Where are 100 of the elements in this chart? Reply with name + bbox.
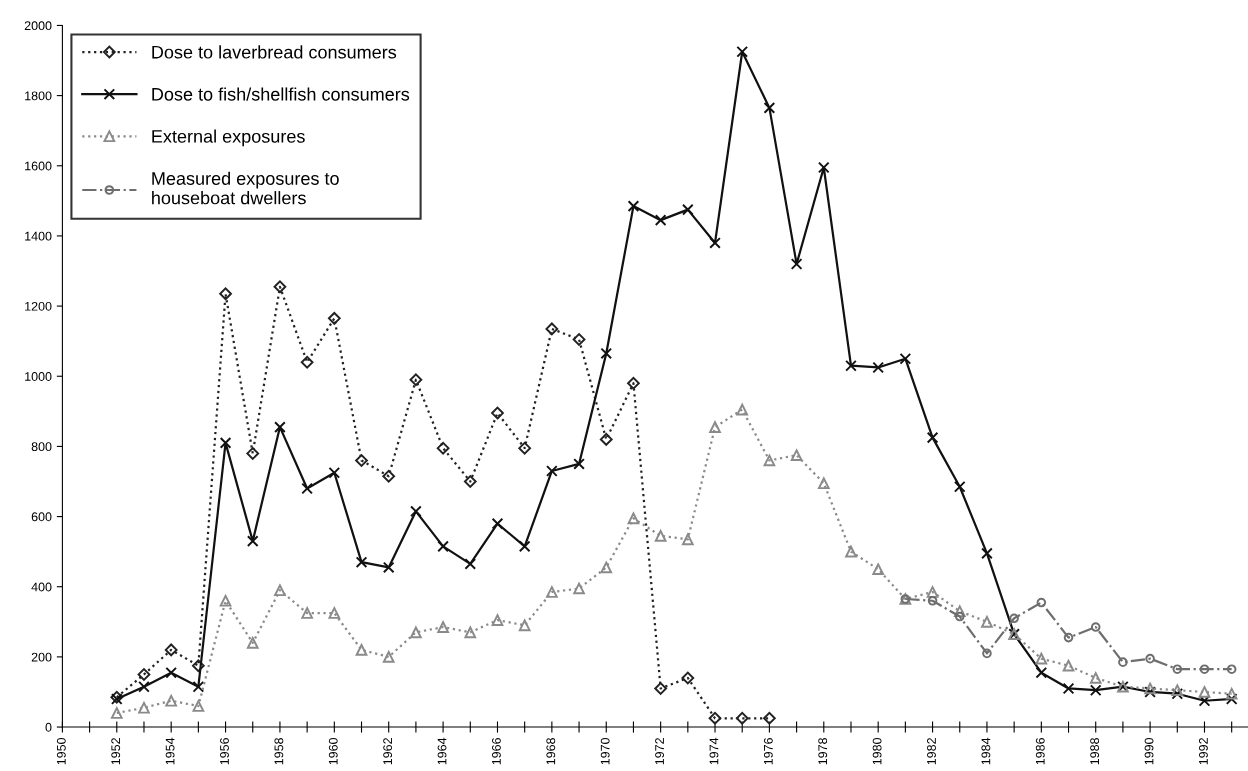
- y-tick-label: 1600: [25, 161, 52, 171]
- y-tick-label: 1400: [25, 231, 52, 241]
- point: [463, 475, 477, 488]
- y-tick-label: 1000: [25, 372, 52, 381]
- point: [600, 347, 613, 360]
- point: [327, 311, 341, 325]
- point: [1226, 664, 1237, 674]
- point: [138, 680, 150, 693]
- x-tick-label: 1958: [274, 738, 284, 765]
- point: [382, 561, 395, 574]
- point: [355, 644, 368, 656]
- point: [1062, 659, 1075, 672]
- point: [681, 671, 695, 685]
- x-tick-label: 1954: [165, 737, 175, 765]
- x-tick-label: 1952: [111, 738, 121, 765]
- point: [219, 437, 232, 449]
- point: [192, 700, 205, 712]
- point: [464, 558, 477, 570]
- point: [382, 651, 395, 663]
- point: [273, 280, 287, 294]
- x-tick-label: 1956: [220, 738, 229, 765]
- point: [137, 668, 151, 681]
- x-tick-label: 1982: [927, 738, 936, 765]
- point: [410, 626, 422, 639]
- point: [817, 477, 830, 490]
- x-tick-label: 1988: [1090, 738, 1100, 765]
- point: [355, 454, 368, 467]
- legend-label: Dose to laverbread consumers: [152, 45, 397, 59]
- point: [682, 203, 694, 216]
- x-tick-label: 1962: [383, 738, 393, 765]
- point: [409, 373, 423, 387]
- point: [1225, 693, 1238, 705]
- x-tick-label: 1976: [763, 738, 773, 765]
- point: [436, 441, 450, 455]
- y-tick-label: 200: [31, 652, 52, 662]
- point: [1036, 597, 1047, 608]
- point: [437, 621, 449, 633]
- point: [1144, 682, 1156, 695]
- legend-label: External exposures: [152, 129, 305, 147]
- point: [437, 540, 449, 553]
- y-tick-label: 1800: [25, 91, 52, 101]
- point: [491, 614, 504, 626]
- x-tick-label: 1960: [328, 737, 338, 765]
- point: [790, 258, 803, 270]
- point: [410, 505, 422, 518]
- point: [546, 465, 558, 477]
- point: [491, 517, 504, 530]
- point: [572, 333, 586, 346]
- x-tick-label: 1984: [981, 737, 991, 765]
- point: [1145, 653, 1155, 664]
- x-tick-label: 1950: [56, 737, 66, 765]
- point: [600, 561, 613, 574]
- x-tick-label: 1972: [655, 738, 664, 765]
- point: [1172, 664, 1183, 674]
- point: [763, 454, 776, 467]
- point: [790, 449, 803, 462]
- x-tick-label: 1964: [437, 737, 447, 765]
- point: [1090, 622, 1101, 632]
- point: [954, 611, 965, 622]
- point: [518, 441, 532, 455]
- point: [1035, 666, 1048, 679]
- point: [981, 615, 993, 628]
- point: [246, 447, 260, 460]
- point: [1089, 684, 1102, 697]
- point: [763, 102, 776, 114]
- point: [899, 352, 912, 365]
- y-tick-label: 800: [31, 442, 52, 452]
- point: [1009, 613, 1019, 624]
- point: [164, 643, 178, 657]
- point: [573, 582, 585, 595]
- x-tick-label: 1986: [1035, 738, 1045, 765]
- point: [627, 376, 640, 390]
- point: [192, 680, 205, 693]
- point: [654, 682, 668, 695]
- point: [736, 403, 749, 416]
- point: [355, 556, 368, 569]
- point: [709, 237, 721, 249]
- point: [219, 594, 232, 607]
- y-tick-label: 0: [45, 722, 52, 732]
- point: [953, 480, 966, 493]
- x-tick-label: 1974: [709, 737, 719, 765]
- legend-label: Dose to fish/shellfish consumers: [152, 87, 410, 101]
- point: [953, 605, 966, 618]
- x-tick-label: 1968: [546, 738, 556, 765]
- x-tick-label: 1992: [1199, 738, 1208, 765]
- point: [872, 563, 885, 576]
- point: [845, 359, 857, 372]
- point: [654, 530, 667, 542]
- point: [1198, 686, 1211, 698]
- point: [926, 431, 939, 444]
- point: [246, 637, 259, 649]
- point: [709, 421, 721, 433]
- point: [301, 482, 313, 495]
- point: [1063, 632, 1074, 643]
- point: [708, 711, 722, 725]
- point: [165, 666, 177, 679]
- point: [300, 355, 314, 369]
- point: [627, 512, 640, 525]
- x-tick-label: 1990: [1144, 737, 1154, 765]
- point: [599, 433, 613, 446]
